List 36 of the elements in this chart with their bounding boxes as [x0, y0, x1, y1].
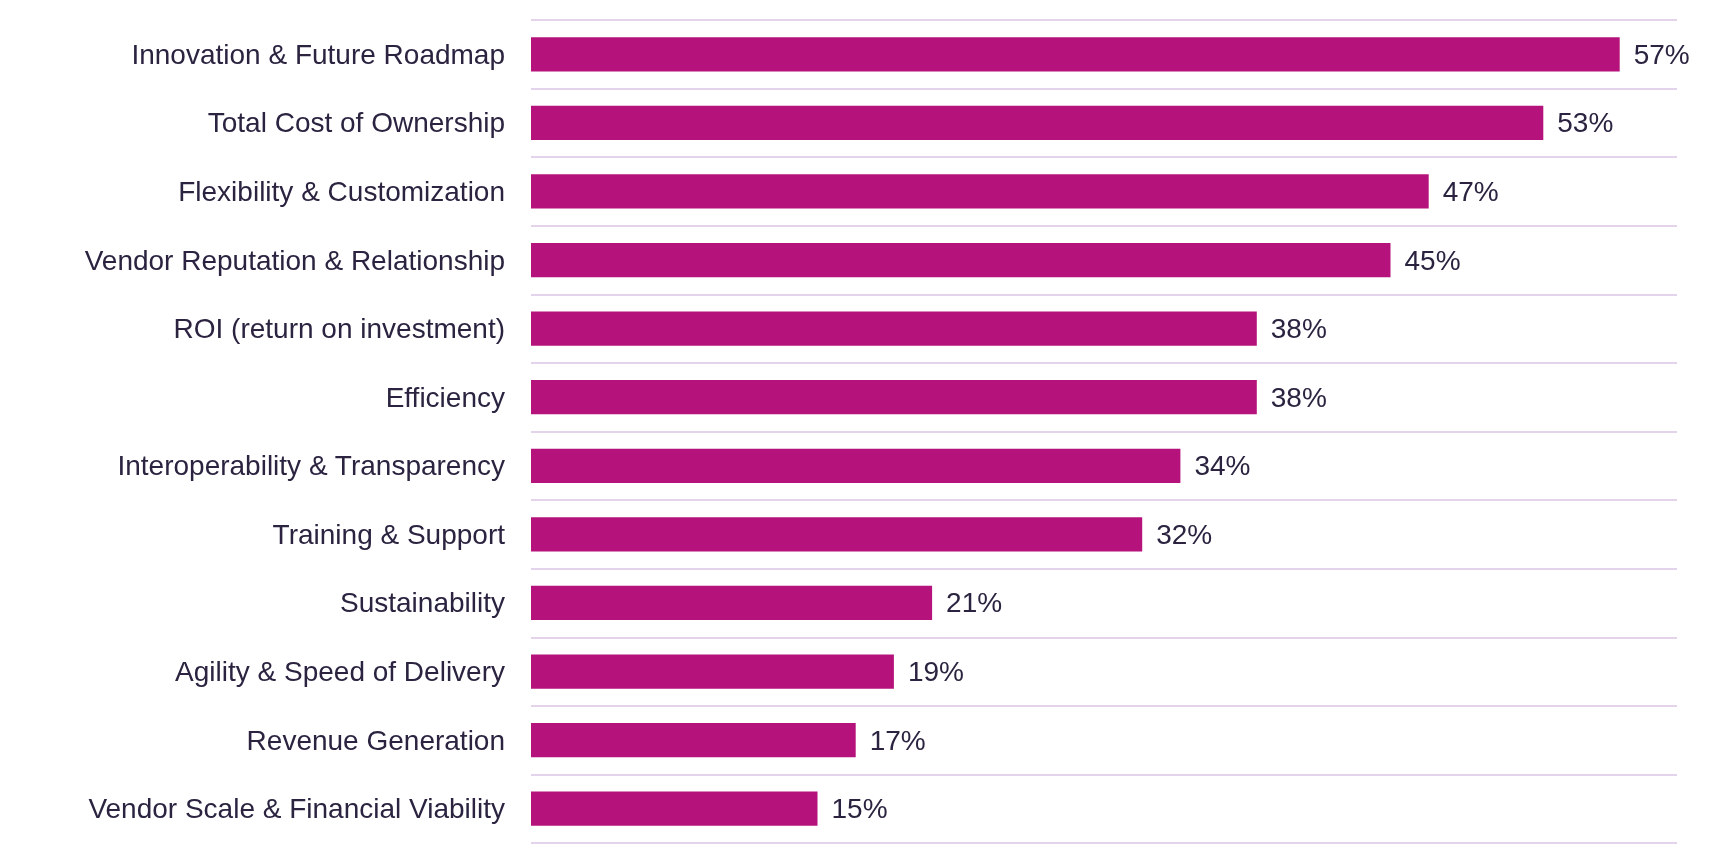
data-label: 38%: [1270, 381, 1327, 413]
data-label: 38%: [1270, 313, 1327, 345]
y-tick-label: Revenue Generation: [246, 724, 505, 756]
bar: [531, 791, 818, 826]
y-tick-label: Interoperability & Transparency: [117, 450, 505, 482]
bar: [531, 585, 933, 621]
bar: [531, 722, 856, 758]
bar: [531, 105, 1544, 141]
bar: [531, 174, 1429, 209]
y-tick-label: Vendor Reputation & Relationship: [84, 244, 505, 276]
y-tick-label: Total Cost of Ownership: [207, 107, 505, 139]
data-label: 53%: [1557, 107, 1614, 139]
bar: [531, 380, 1257, 415]
bar: [531, 311, 1257, 346]
y-tick-label: Training & Support: [272, 518, 506, 550]
bar: [531, 448, 1181, 483]
y-tick-label: Innovation & Future Roadmap: [131, 38, 505, 70]
data-label: 21%: [946, 587, 1003, 619]
y-tick-label: Vendor Scale & Financial Viability: [88, 793, 505, 825]
data-label: 15%: [831, 793, 888, 825]
data-label: 45%: [1404, 244, 1461, 276]
bar: [531, 654, 894, 689]
bar: [531, 242, 1391, 278]
bar: [531, 517, 1143, 552]
data-label: 47%: [1442, 175, 1499, 207]
data-label: 57%: [1633, 38, 1690, 70]
y-tick-label: Agility & Speed of Delivery: [175, 656, 505, 688]
y-tick-label: ROI (return on investment): [173, 313, 505, 345]
y-tick-label: Efficiency: [385, 381, 505, 413]
y-tick-label: Flexibility & Customization: [178, 175, 505, 207]
data-label: 17%: [869, 724, 926, 756]
y-tick-label: Sustainability: [340, 587, 505, 619]
data-label: 32%: [1156, 518, 1213, 550]
data-label: 34%: [1194, 450, 1251, 482]
data-label: 19%: [907, 656, 964, 688]
bar: [531, 37, 1620, 72]
